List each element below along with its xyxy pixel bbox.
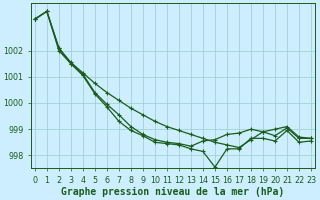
X-axis label: Graphe pression niveau de la mer (hPa): Graphe pression niveau de la mer (hPa) [61, 186, 284, 197]
